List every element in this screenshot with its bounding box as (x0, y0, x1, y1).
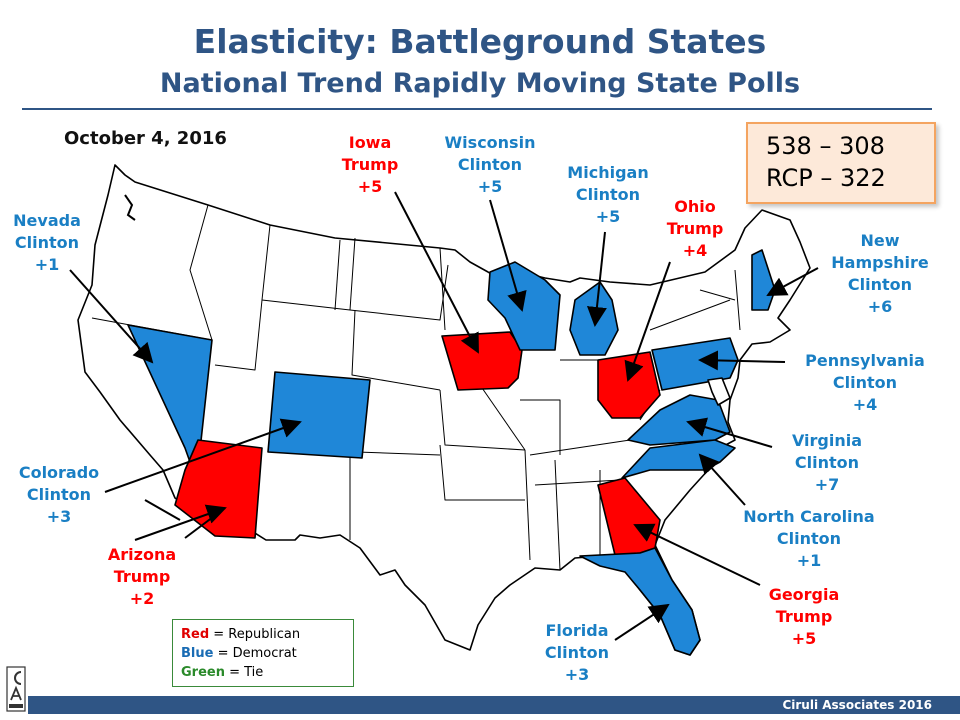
legend-blue-word: Blue (181, 646, 214, 661)
state-colorado (267, 371, 371, 459)
poll-date: October 4, 2016 (64, 128, 227, 149)
state-arizona (174, 439, 263, 539)
state-margin: +6 (867, 297, 893, 316)
state-margin: +5 (357, 177, 383, 196)
legend-tie: Green = Tie (181, 663, 353, 682)
label-iowa: Iowa Trump +5 (330, 132, 410, 198)
legend-red-desc: = Republican (209, 627, 301, 642)
label-arizona: Arizona Trump +2 (92, 544, 192, 610)
title-divider (22, 108, 932, 110)
state-name: Iowa (348, 133, 392, 152)
state-ohio (597, 351, 661, 419)
state-candidate: Trump (341, 155, 399, 174)
legend-democrat: Blue = Democrat (181, 644, 353, 663)
state-candidate: Trump (666, 219, 724, 238)
state-margin: +5 (477, 177, 503, 196)
puget-sound-mark (124, 194, 136, 221)
rcp-projection: RCP – 322 (766, 164, 886, 192)
label-nevada: Nevada Clinton +1 (4, 210, 90, 276)
state-name: Pennsylvania (805, 351, 925, 370)
state-name: Colorado (18, 463, 100, 482)
label-new-hampshire: New Hampshire Clinton +6 (818, 230, 942, 318)
footer-bar (28, 696, 960, 714)
state-margin: +7 (814, 475, 840, 494)
state-name: North Carolina (743, 507, 875, 526)
state-name-line2: Hampshire (831, 253, 929, 272)
legend-green-word: Green (181, 665, 225, 680)
state-margin: +1 (34, 255, 60, 274)
state-name: Georgia (768, 585, 840, 604)
state-margin: +1 (796, 551, 822, 570)
label-wisconsin: Wisconsin Clinton +5 (432, 132, 548, 198)
label-michigan: Michigan Clinton +5 (556, 162, 660, 228)
state-name: Michigan (567, 163, 649, 182)
state-candidate: Clinton (14, 233, 80, 252)
page-subtitle: National Trend Rapidly Moving State Poll… (159, 68, 801, 99)
label-georgia: Georgia Trump +5 (756, 584, 852, 650)
state-candidate: Trump (113, 567, 171, 586)
state-candidate: Clinton (26, 485, 92, 504)
legend-republican: Red = Republican (181, 625, 353, 644)
legend-green-desc: = Tie (224, 665, 264, 680)
label-ohio: Ohio Trump +4 (654, 196, 736, 262)
state-name: Ohio (674, 197, 716, 216)
page-title: Elasticity: Battleground States (193, 22, 767, 61)
state-name-line1: New (860, 231, 900, 250)
state-name: Arizona (107, 545, 177, 564)
state-candidate: Clinton (457, 155, 523, 174)
legend: Red = Republican Blue = Democrat Green =… (172, 619, 354, 687)
label-pennsylvania: Pennsylvania Clinton +4 (790, 350, 940, 416)
state-candidate: Clinton (776, 529, 842, 548)
electoral-projection-box: 538 – 308 RCP – 322 (746, 122, 936, 204)
state-margin: +3 (564, 665, 590, 684)
label-florida: Florida Clinton +3 (532, 620, 622, 686)
state-candidate: Clinton (832, 373, 898, 392)
label-north-carolina: North Carolina Clinton +1 (726, 506, 892, 572)
state-margin: +2 (129, 589, 155, 608)
state-margin: +4 (852, 395, 878, 414)
fivethirtyeight-projection: 538 – 308 (766, 132, 885, 160)
state-maryland-delaware (707, 377, 731, 406)
legend-red-word: Red (181, 627, 210, 642)
label-colorado: Colorado Clinton +3 (4, 462, 114, 528)
state-candidate: Clinton (794, 453, 860, 472)
state-florida (579, 547, 701, 656)
state-candidate: Clinton (575, 185, 641, 204)
ciruli-logo-icon (6, 666, 26, 712)
state-candidate: Clinton (847, 275, 913, 294)
state-name: Florida (545, 621, 609, 640)
state-name: Nevada (13, 211, 81, 230)
state-name: Virginia (791, 431, 863, 450)
label-virginia: Virginia Clinton +7 (772, 430, 882, 496)
legend-blue-desc: = Democrat (213, 646, 297, 661)
state-margin: +4 (682, 241, 708, 260)
state-margin: +5 (595, 207, 621, 226)
footer-credit: Ciruli Associates 2016 (782, 698, 932, 712)
state-candidate: Clinton (544, 643, 610, 662)
state-name: Wisconsin (444, 133, 536, 152)
state-margin: +5 (791, 629, 817, 648)
state-candidate: Trump (775, 607, 833, 626)
state-margin: +3 (46, 507, 72, 526)
